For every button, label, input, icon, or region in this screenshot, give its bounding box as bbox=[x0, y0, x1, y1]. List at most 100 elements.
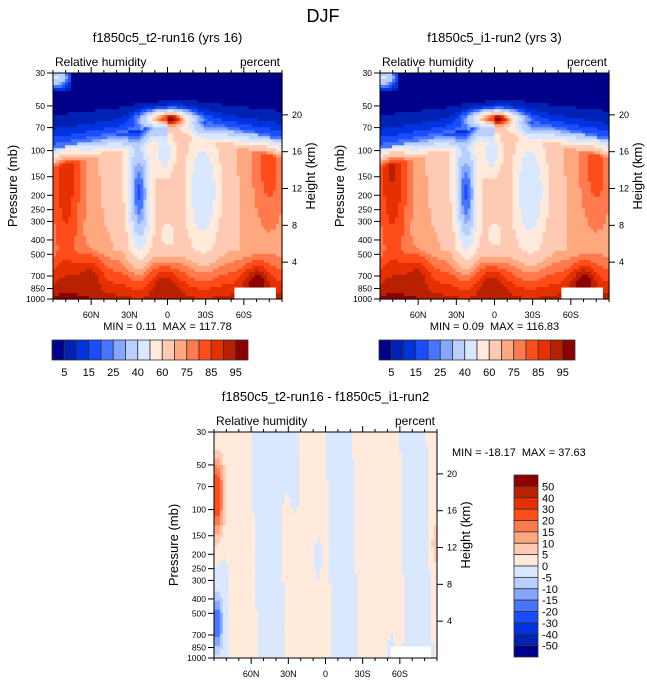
contour-cell bbox=[185, 130, 190, 134]
contour-cell bbox=[218, 169, 223, 174]
contour-cell bbox=[65, 100, 69, 104]
contour-cell bbox=[59, 115, 63, 119]
contour-cell bbox=[137, 142, 141, 146]
contour-cell bbox=[254, 106, 259, 110]
contour-cell bbox=[119, 175, 123, 180]
contour-cell bbox=[182, 145, 187, 149]
contour-cell bbox=[203, 100, 208, 104]
contour-cell bbox=[62, 154, 66, 158]
contour-cell bbox=[200, 91, 205, 95]
contour-cell bbox=[224, 118, 229, 122]
contour-cell bbox=[128, 133, 132, 137]
contour-cell bbox=[200, 76, 205, 80]
contour-cell bbox=[173, 73, 178, 77]
contour-cell bbox=[212, 142, 217, 146]
contour-cell bbox=[230, 127, 235, 131]
contour-cell bbox=[248, 160, 253, 164]
contour-cell bbox=[278, 103, 283, 107]
contour-cell bbox=[263, 73, 268, 77]
contour-cell bbox=[143, 85, 147, 89]
contour-cell bbox=[158, 103, 163, 107]
contour-cell bbox=[251, 115, 256, 119]
contour-cell bbox=[134, 106, 138, 110]
contour-cell bbox=[110, 100, 114, 104]
contour-cell bbox=[158, 163, 163, 168]
contour-cell bbox=[212, 121, 217, 125]
contour-cell bbox=[155, 118, 160, 122]
contour-cell bbox=[194, 166, 199, 171]
contour-cell bbox=[269, 148, 274, 152]
contour-cell bbox=[134, 115, 138, 119]
contour-cell bbox=[86, 94, 90, 98]
contour-cell bbox=[227, 160, 232, 164]
contour-cell bbox=[101, 85, 105, 89]
contour-cell bbox=[230, 151, 235, 155]
contour-cell bbox=[212, 76, 217, 80]
contour-cell bbox=[92, 169, 96, 174]
contour-cell bbox=[176, 106, 181, 110]
contour-cell bbox=[278, 100, 283, 104]
contour-cell bbox=[74, 133, 78, 137]
contour-cell bbox=[125, 73, 129, 77]
contour-cell bbox=[107, 163, 111, 168]
contour-cell bbox=[65, 157, 69, 161]
contour-cell bbox=[224, 133, 229, 137]
contour-cell bbox=[230, 112, 235, 116]
contour-cell bbox=[263, 151, 268, 155]
contour-cell bbox=[170, 100, 175, 104]
contour-cell bbox=[155, 154, 160, 158]
contour-cell bbox=[143, 100, 147, 104]
contour-cell bbox=[137, 136, 141, 140]
contour-cell bbox=[104, 118, 108, 122]
contour-cell bbox=[77, 169, 81, 174]
contour-cell bbox=[263, 121, 268, 125]
contour-cell bbox=[116, 100, 120, 104]
contour-cell bbox=[140, 160, 144, 164]
contour-cell bbox=[269, 112, 274, 116]
contour-cell bbox=[62, 142, 66, 146]
contour-cell bbox=[149, 166, 154, 171]
contour-cell bbox=[224, 94, 229, 98]
contour-cell bbox=[140, 139, 144, 143]
contour-cell bbox=[107, 175, 111, 180]
contour-cell bbox=[95, 172, 99, 177]
contour-cell bbox=[89, 157, 93, 161]
contour-cell bbox=[119, 163, 123, 168]
contour-cell bbox=[263, 142, 268, 146]
contour-cell bbox=[128, 124, 132, 128]
contour-cell bbox=[161, 103, 166, 107]
contour-cell bbox=[230, 85, 235, 89]
contour-cell bbox=[158, 169, 163, 174]
contour-cell bbox=[68, 142, 72, 146]
contour-cell bbox=[134, 94, 138, 98]
contour-cell bbox=[56, 88, 60, 92]
contour-cell bbox=[203, 115, 208, 119]
contour-cell bbox=[158, 133, 163, 137]
contour-cell bbox=[92, 160, 96, 164]
contour-cell bbox=[119, 85, 123, 89]
contour-cell bbox=[110, 91, 114, 95]
contour-cell bbox=[170, 91, 175, 95]
contour-cell bbox=[161, 109, 166, 113]
contour-cell bbox=[245, 157, 250, 161]
contour-cell bbox=[119, 133, 123, 137]
contour-cell bbox=[86, 73, 90, 77]
contour-cell bbox=[248, 145, 253, 149]
contour-cell bbox=[197, 160, 202, 164]
contour-cell bbox=[122, 136, 126, 140]
contour-cell bbox=[182, 106, 187, 110]
contour-cell bbox=[134, 166, 138, 171]
contour-cell bbox=[197, 142, 202, 146]
contour-cell bbox=[206, 94, 211, 98]
contour-cell bbox=[197, 73, 202, 77]
contour-cell bbox=[260, 91, 265, 95]
contour-cell bbox=[116, 121, 120, 125]
contour-cell bbox=[221, 154, 226, 158]
contour-cell bbox=[116, 166, 120, 171]
contour-cell bbox=[182, 73, 187, 77]
contour-cell bbox=[236, 85, 241, 89]
contour-cell bbox=[260, 73, 265, 77]
contour-cell bbox=[242, 109, 247, 113]
contour-cell bbox=[83, 160, 87, 164]
contour-cell bbox=[266, 109, 271, 113]
